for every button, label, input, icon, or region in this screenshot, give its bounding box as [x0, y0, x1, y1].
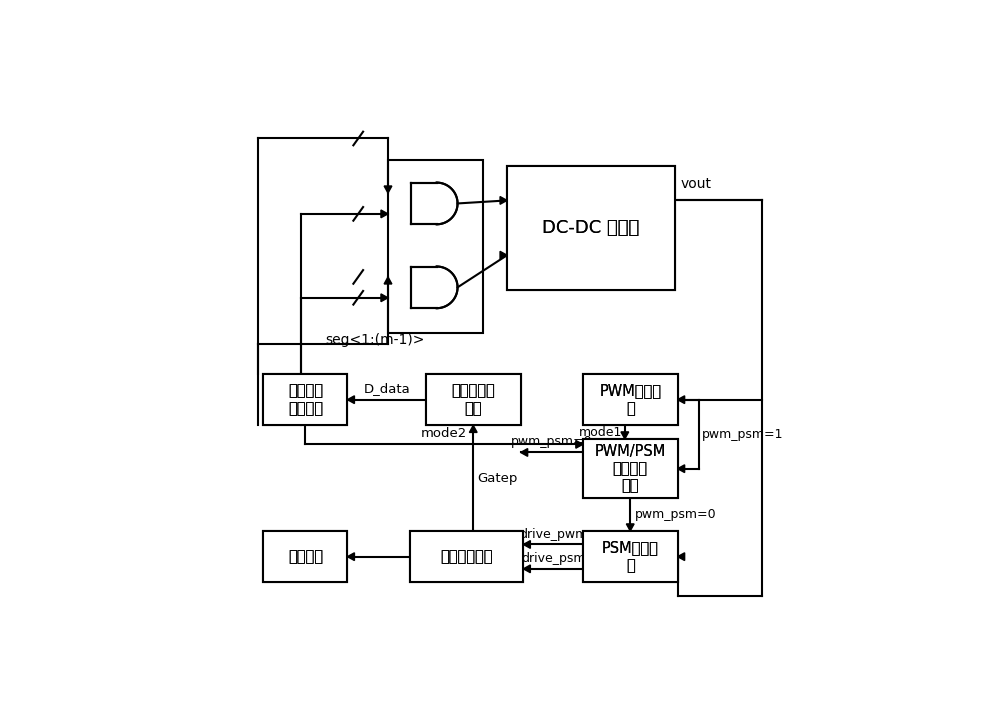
Polygon shape	[381, 210, 388, 218]
Bar	[583, 374, 678, 425]
Text: pwm_psm=1: pwm_psm=1	[702, 427, 783, 441]
Polygon shape	[500, 197, 507, 205]
Polygon shape	[384, 186, 392, 193]
Text: drive_pwm: drive_pwm	[519, 528, 587, 541]
Polygon shape	[500, 252, 507, 259]
Text: 分段控制
逻辑模块: 分段控制 逻辑模块	[288, 383, 323, 416]
Bar	[426, 374, 521, 425]
Text: DC-DC 变换器: DC-DC 变换器	[542, 219, 640, 237]
Polygon shape	[347, 553, 354, 560]
Text: DC-DC 变换器: DC-DC 变换器	[542, 219, 640, 237]
Polygon shape	[469, 425, 477, 432]
Text: PSM控制电
路: PSM控制电 路	[602, 541, 659, 573]
Polygon shape	[381, 294, 388, 302]
Bar	[263, 531, 347, 582]
Bar	[263, 374, 347, 425]
Bar	[507, 166, 675, 290]
Polygon shape	[523, 541, 530, 548]
Text: vout: vout	[680, 176, 711, 191]
Polygon shape	[576, 441, 583, 449]
Polygon shape	[678, 396, 685, 404]
Text: D_data: D_data	[363, 382, 410, 395]
Text: PWM控制电
路: PWM控制电 路	[599, 383, 661, 416]
Bar	[410, 531, 523, 582]
Text: seg<1:(m-1)>: seg<1:(m-1)>	[326, 333, 425, 347]
Bar	[410, 531, 523, 582]
Bar	[263, 374, 347, 425]
Polygon shape	[621, 432, 629, 439]
Text: pwm_psm=0: pwm_psm=0	[511, 435, 593, 448]
Polygon shape	[347, 396, 354, 404]
Text: 数字控制电路: 数字控制电路	[440, 549, 493, 564]
Polygon shape	[523, 565, 530, 573]
Text: mode2: mode2	[421, 427, 467, 440]
Bar	[583, 439, 678, 498]
Text: 驱动模块: 驱动模块	[288, 549, 323, 564]
Text: mode1: mode1	[579, 425, 622, 439]
Text: 占空比检测
电路: 占空比检测 电路	[451, 383, 495, 416]
Bar	[388, 160, 483, 333]
Polygon shape	[384, 277, 392, 284]
Text: PWM控制电
路: PWM控制电 路	[599, 383, 661, 416]
Text: drive_psm: drive_psm	[521, 552, 585, 565]
Polygon shape	[678, 465, 685, 472]
Text: PWM/PSM
模式判定
电路: PWM/PSM 模式判定 电路	[595, 444, 666, 494]
Bar	[263, 531, 347, 582]
Text: 分段控制
逻辑模块: 分段控制 逻辑模块	[288, 383, 323, 416]
Bar	[583, 531, 678, 582]
Text: pwm_psm=0: pwm_psm=0	[635, 508, 716, 521]
Polygon shape	[521, 449, 528, 456]
Text: 占空比检测
电路: 占空比检测 电路	[451, 383, 495, 416]
Text: PSM控制电
路: PSM控制电 路	[602, 541, 659, 573]
Bar	[507, 166, 675, 290]
Bar	[583, 531, 678, 582]
Bar	[426, 374, 521, 425]
Bar	[583, 439, 678, 498]
Text: 驱动模块: 驱动模块	[288, 549, 323, 564]
Polygon shape	[678, 553, 685, 560]
Text: 数字控制电路: 数字控制电路	[440, 549, 493, 564]
Polygon shape	[626, 524, 634, 531]
Bar	[583, 374, 678, 425]
Text: PWM/PSM
模式判定
电路: PWM/PSM 模式判定 电路	[595, 444, 666, 494]
Text: Gatep: Gatep	[478, 472, 518, 484]
